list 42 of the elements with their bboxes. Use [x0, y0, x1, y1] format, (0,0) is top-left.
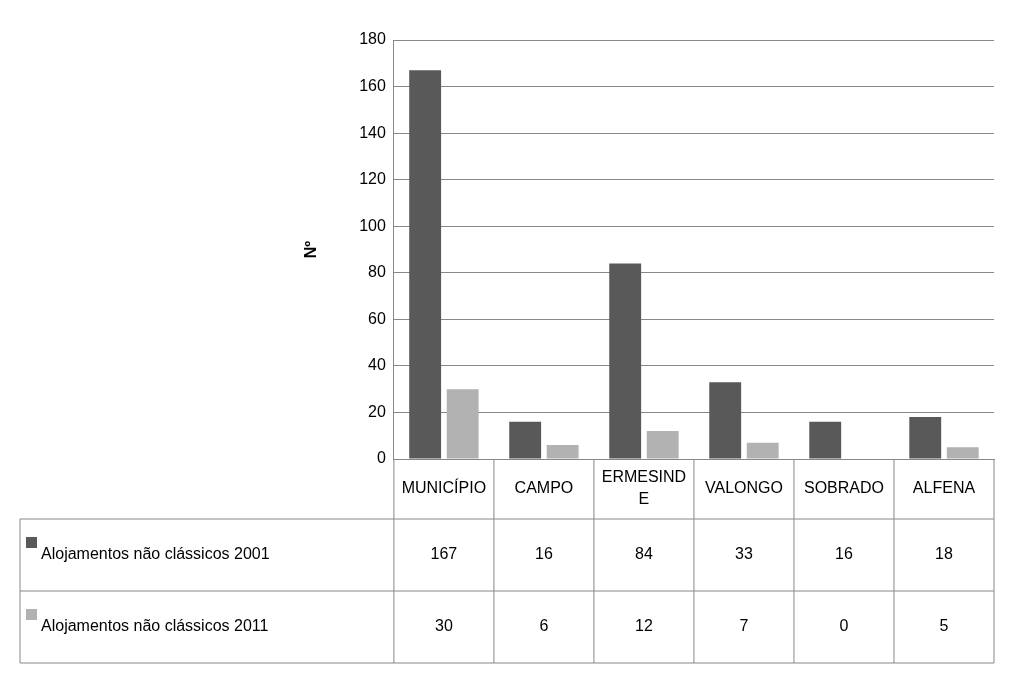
data-label: 6	[539, 617, 549, 635]
data-label: 0	[839, 617, 849, 635]
data-label: 30	[435, 617, 453, 635]
y-tick-label: 20	[368, 402, 386, 420]
x-tick-label: SOBRADO	[803, 479, 884, 497]
y-tick-label: 180	[359, 30, 386, 48]
y-axis-title: Nº	[302, 240, 320, 259]
data-label: 16	[835, 545, 853, 563]
data-label: 16	[535, 545, 553, 563]
bar	[609, 263, 642, 459]
data-label: 7	[739, 617, 749, 635]
data-label: 167	[430, 545, 458, 563]
y-tick-label: 140	[359, 123, 386, 141]
data-label: 84	[635, 545, 653, 563]
data-label: 33	[735, 545, 753, 563]
bar	[809, 421, 842, 459]
bar	[746, 442, 779, 459]
bar	[946, 447, 979, 459]
y-tick-label: 100	[359, 216, 386, 234]
bar	[409, 70, 442, 459]
bar	[546, 445, 579, 459]
bar	[909, 417, 942, 459]
y-tick-label: 40	[368, 356, 386, 374]
legend-label: Alojamentos não clássicos 2011	[41, 617, 269, 635]
data-label: 18	[935, 545, 953, 563]
x-tick-label: MUNICÍPIO	[401, 478, 487, 497]
bar	[446, 389, 479, 459]
bar	[509, 421, 542, 459]
legend-label: Alojamentos não clássicos 2001	[41, 545, 270, 563]
y-tick-label: 0	[376, 449, 386, 467]
y-tick-label: 160	[359, 76, 386, 94]
bar	[646, 431, 679, 459]
x-tick-label: CAMPO	[514, 479, 574, 497]
y-tick-label: 60	[368, 309, 386, 327]
data-label: 5	[939, 617, 949, 635]
x-tick-label: VALONGO	[704, 479, 783, 497]
y-tick-label: 120	[359, 170, 386, 188]
x-tick-label: ALFENA	[912, 479, 976, 497]
data-label: 12	[635, 617, 653, 635]
x-tick-label: ERMESINDE	[601, 468, 687, 508]
bar	[709, 382, 742, 459]
y-tick-label: 80	[368, 263, 386, 281]
